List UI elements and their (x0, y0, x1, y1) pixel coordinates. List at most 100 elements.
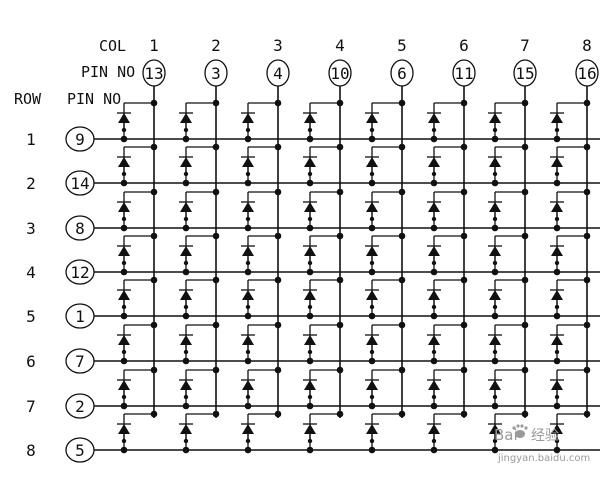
column-pin-circle-6 (452, 59, 476, 87)
led-node-dot-r2-c7 (492, 171, 498, 177)
junction-dot-col-r1-c3 (274, 99, 282, 107)
led-node-dot-r6-c5 (369, 349, 375, 355)
junction-dot-row-r7-c3 (244, 402, 252, 410)
row-pin-number-3: 8 (75, 219, 85, 238)
led-node-dot-r4-c8 (554, 260, 560, 266)
led-node-dot-r6-c3 (245, 349, 251, 355)
column-pin-circle-3 (266, 59, 290, 87)
column-pin-number-6: 11 (454, 64, 473, 83)
junction-dot-row-r2-c3 (244, 179, 252, 187)
junction-dot-col-r6-c6 (460, 321, 468, 329)
junction-dot-col-r3-c1 (150, 188, 158, 196)
led-diode-r4-c3 (242, 246, 254, 256)
junction-dot-col-r3-c2 (212, 188, 220, 196)
junction-dot-col-r2-c3 (274, 143, 282, 151)
junction-dot-row-r4-c8 (553, 268, 561, 276)
led-node-dot-r5-c6 (431, 304, 437, 310)
junction-dot-row-r3-c2 (182, 224, 190, 232)
column-pin-number-8: 16 (577, 64, 596, 83)
led-diode-r7-c8 (551, 380, 563, 390)
led-diode-r5-c5 (366, 290, 378, 300)
led-diode-r1-c4 (304, 113, 316, 123)
junction-dot-row-r2-c7 (491, 179, 499, 187)
led-node-dot-r5-c3 (245, 304, 251, 310)
junction-dot-col-r2-c5 (398, 143, 406, 151)
led-node-dot-r3-c7 (492, 216, 498, 222)
row-pin-circle-7 (65, 393, 95, 419)
row-pin-number-7: 2 (75, 397, 85, 416)
led-diode-r4-c6 (428, 246, 440, 256)
row-number-4: 4 (26, 263, 36, 282)
junction-dot-row-r8-c1 (120, 446, 128, 454)
led-diode-r2-c6 (428, 157, 440, 167)
junction-dot-row-r2-c8 (553, 179, 561, 187)
led-diode-r4-c2 (180, 246, 192, 256)
junction-dot-row-r5-c2 (182, 312, 190, 320)
junction-dot-col-r7-c1 (150, 366, 158, 374)
junction-dot-col-r4-c6 (460, 232, 468, 240)
led-diode-r8-c1 (118, 424, 130, 434)
led-node-dot-r3-c2 (183, 216, 189, 222)
row-number-5: 5 (26, 307, 36, 326)
led-diode-r1-c8 (551, 113, 563, 123)
column-number-8: 8 (582, 36, 592, 55)
junction-dot-col-r5-c5 (398, 276, 406, 284)
led-diode-r7-c4 (304, 380, 316, 390)
junction-dot-col-r1-c4 (336, 99, 344, 107)
led-node-dot-r7-c4 (307, 394, 313, 400)
led-node-dot-r5-c2 (183, 304, 189, 310)
led-node-dot-r6-c8 (554, 349, 560, 355)
junction-dot-row-r6-c6 (430, 357, 438, 365)
junction-dot-col-r1-c6 (460, 99, 468, 107)
junction-dot-col-r3-c5 (398, 188, 406, 196)
row-pin-number-8: 5 (75, 441, 85, 460)
led-diode-r2-c8 (551, 157, 563, 167)
junction-dot-row-r2-c4 (306, 179, 314, 187)
junction-dot-row-r2-c2 (182, 179, 190, 187)
row-pin-number-5: 1 (75, 307, 85, 326)
led-node-dot-r7-c8 (554, 394, 560, 400)
led-diode-r4-c5 (366, 246, 378, 256)
junction-dot-row-r8-c5 (368, 446, 376, 454)
junction-dot-row-r8-c2 (182, 446, 190, 454)
led-node-dot-r2-c8 (554, 171, 560, 177)
led-node-dot-r4-c7 (492, 260, 498, 266)
junction-dot-row-r1-c7 (491, 135, 499, 143)
led-node-dot-r5-c4 (307, 304, 313, 310)
led-diode-r6-c8 (551, 335, 563, 345)
junction-dot-row-r6-c5 (368, 357, 376, 365)
column-number-4: 4 (335, 36, 345, 55)
junction-dot-row-r5-c3 (244, 312, 252, 320)
led-node-dot-r5-c8 (554, 304, 560, 310)
led-diode-r8-c5 (366, 424, 378, 434)
column-pin-number-2: 3 (211, 64, 221, 83)
row-header-label: ROW (14, 90, 42, 108)
led-node-dot-r1-c6 (431, 127, 437, 133)
led-diode-r2-c3 (242, 157, 254, 167)
led-node-dot-r7-c2 (183, 394, 189, 400)
led-node-dot-r8-c4 (307, 438, 313, 444)
row-number-3: 3 (26, 219, 36, 238)
column-number-7: 7 (520, 36, 530, 55)
led-diode-r3-c1 (118, 202, 130, 212)
led-diode-r4-c1 (118, 246, 130, 256)
junction-dot-col-r6-c3 (274, 321, 282, 329)
led-node-dot-r2-c6 (431, 171, 437, 177)
led-diode-r3-c8 (551, 202, 563, 212)
junction-dot-row-r2-c1 (120, 179, 128, 187)
led-node-dot-r7-c6 (431, 394, 437, 400)
junction-dot-row-r8-c6 (430, 446, 438, 454)
watermark-url: jingyan.baidu.com (497, 453, 590, 464)
junction-dot-row-r6-c4 (306, 357, 314, 365)
junction-dot-row-r1-c6 (430, 135, 438, 143)
led-diode-r6-c3 (242, 335, 254, 345)
junction-dot-col-r7-c2 (212, 366, 220, 374)
junction-dot-col-r6-c4 (336, 321, 344, 329)
led-node-dot-r7-c7 (492, 394, 498, 400)
junction-dot-row-r4-c7 (491, 268, 499, 276)
column-pin-number-1: 13 (144, 64, 163, 83)
led-diode-r2-c1 (118, 157, 130, 167)
junction-dot-row-r1-c1 (120, 135, 128, 143)
matrix-grid (94, 86, 600, 454)
junction-dot-col-r1-c8 (583, 99, 591, 107)
